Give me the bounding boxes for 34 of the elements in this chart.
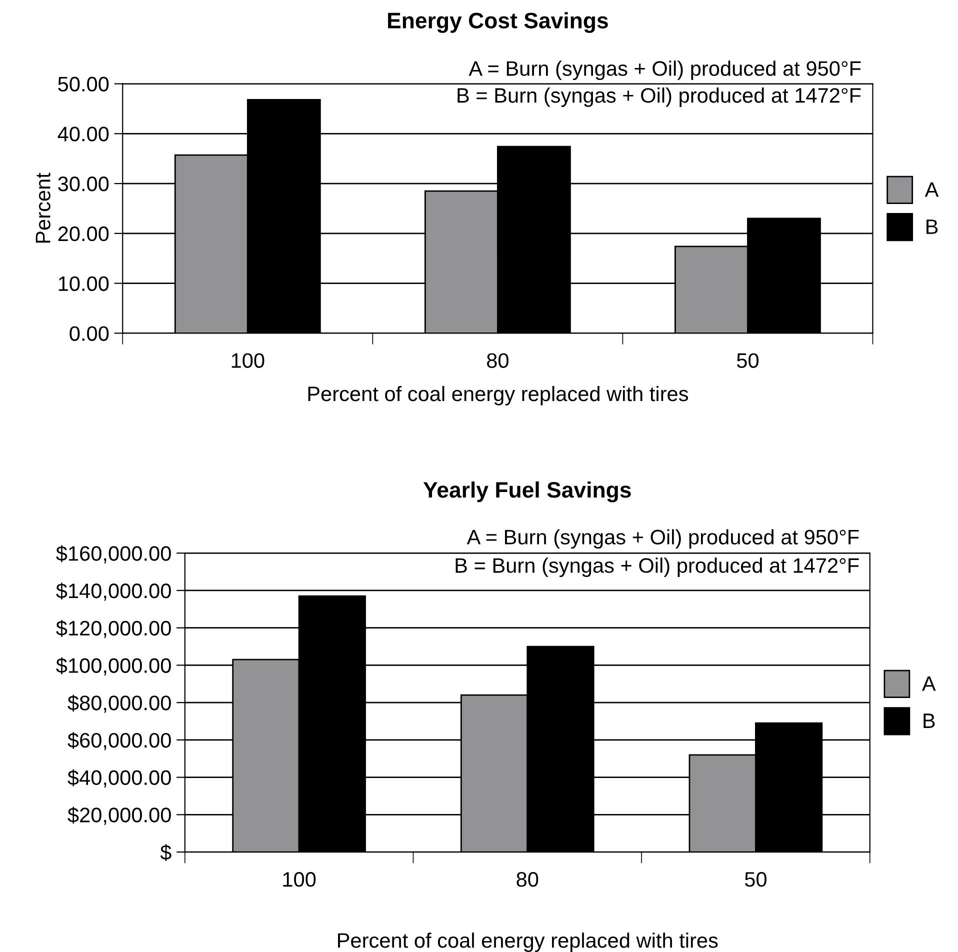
y-tick-label: $20,000.00 — [68, 806, 171, 825]
legend-label: A — [922, 676, 936, 691]
y-tick-label: 50.00 — [58, 76, 109, 92]
x-tick-label: 100 — [232, 353, 264, 368]
y-axis-title: Percent — [36, 172, 50, 243]
y-tick-label: $160,000.00 — [56, 545, 171, 564]
y-tick-label: $80,000.00 — [68, 694, 171, 713]
y-tick-label: 40.00 — [58, 126, 109, 142]
x-tick-label: 100 — [283, 872, 316, 887]
annotation: B = Burn (syngas + Oil) produced at 1472°F — [458, 88, 861, 107]
y-tick-label: 20.00 — [58, 226, 109, 242]
y-tick-label: $140,000.00 — [56, 582, 171, 601]
x-axis-title: Percent of coal energy replaced with tires — [338, 932, 718, 952]
legend-label: A — [924, 182, 939, 197]
y-tick-label: 30.00 — [58, 176, 109, 192]
y-tick-label: $120,000.00 — [56, 620, 171, 638]
y-tick-label: 0.00 — [70, 326, 109, 341]
x-tick-label: 50 — [736, 353, 758, 368]
y-tick-label: $ — [160, 844, 172, 862]
legend-label: B — [924, 714, 935, 728]
x-tick-label: 50 — [744, 872, 766, 887]
x-tick-label: 80 — [487, 353, 508, 368]
y-tick-label: $100,000.00 — [56, 657, 171, 676]
y-tick-label: $60,000.00 — [68, 732, 171, 750]
y-tick-label: 10.00 — [58, 276, 109, 292]
text: A = Burn (syngas + Oil) produced at 950°F — [468, 60, 861, 80]
x-tick-label: 80 — [516, 872, 538, 887]
x-axis-title: Percent of coal energy replaced with tires — [308, 386, 688, 406]
text: A = Burn (syngas + Oil) produced at 950°F — [466, 529, 859, 549]
y-tick-label: $40,000.00 — [68, 769, 171, 788]
chart-title: Yearly Fuel Savings — [423, 481, 631, 502]
chart-title: Energy Cost Savings — [388, 12, 608, 33]
annotation: B = Burn (syngas + Oil) produced at 1472°F — [456, 558, 859, 578]
legend-label: B — [926, 220, 938, 234]
